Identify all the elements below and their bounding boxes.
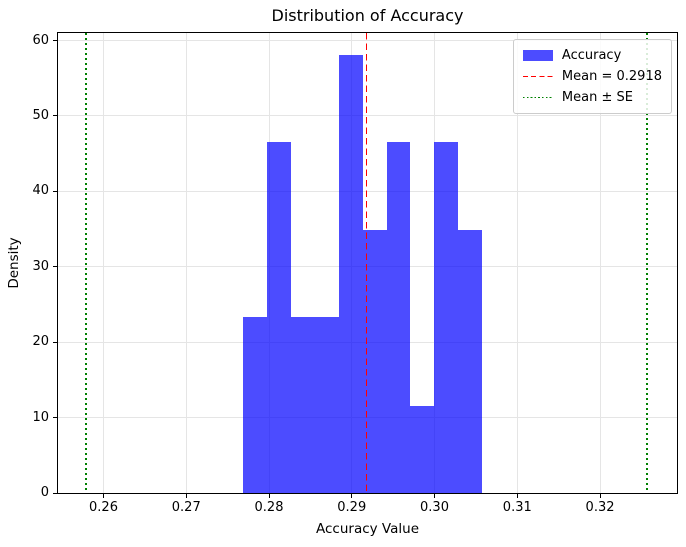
x-tick-label: 0.28: [254, 500, 284, 515]
x-tick-label: 0.26: [89, 500, 118, 515]
x-axis-label: Accuracy Value: [316, 521, 419, 537]
grid-line-vertical: [185, 33, 187, 493]
y-tick-label: 20: [32, 334, 49, 350]
se-line: [85, 33, 87, 493]
x-tick-mark: [516, 494, 518, 498]
legend-item-accuracy: Accuracy: [522, 45, 662, 66]
grid-line-vertical: [516, 33, 518, 493]
histogram-bar: [433, 142, 458, 493]
legend-label: Accuracy: [561, 48, 622, 63]
histogram-bar: [338, 54, 363, 493]
green-dotted-line-icon: [522, 96, 553, 99]
x-tick-mark: [434, 494, 436, 498]
y-tick-label: 50: [32, 107, 49, 123]
grid-line-horizontal: [58, 115, 677, 117]
x-tick-mark: [268, 494, 270, 498]
histogram-bar: [290, 317, 315, 493]
blue-patch-icon: [522, 50, 553, 61]
plot-area: Accuracy Mean = 0.2918 Mean ± SE 0.26 0.2…: [32, 32, 678, 515]
x-tick-mark: [351, 494, 353, 498]
histogram-bar: [267, 142, 291, 493]
y-tick-mark: [53, 341, 57, 343]
y-tick-mark: [53, 417, 57, 419]
y-tick-label: 10: [32, 409, 49, 425]
legend-label: Mean = 0.2918: [561, 69, 662, 84]
histogram-bar: [386, 142, 410, 493]
x-tick-label: 0.30: [420, 500, 449, 515]
legend-item-se: Mean ± SE: [522, 87, 662, 108]
legend: Accuracy Mean = 0.2918 Mean ± SE: [512, 39, 672, 114]
x-tick-mark: [103, 494, 104, 498]
x-tick-mark: [185, 494, 187, 498]
y-tick-mark: [53, 115, 57, 117]
y-tick-label: 40: [32, 183, 49, 199]
histogram-bar: [457, 229, 482, 493]
legend-item-mean: Mean = 0.2918: [522, 66, 662, 87]
x-tick-label: 0.29: [337, 500, 367, 515]
y-tick-mark: [53, 190, 57, 192]
se-line: [646, 33, 648, 493]
chart-title: Distribution of Accuracy: [271, 6, 464, 25]
grid-line-vertical: [103, 33, 104, 493]
histogram-bar: [409, 405, 434, 493]
x-tick-label: 0.32: [585, 500, 615, 515]
y-tick-mark: [53, 492, 57, 494]
y-tick-label: 0: [40, 485, 49, 500]
x-tick-mark: [599, 494, 601, 498]
grid-line-horizontal: [58, 190, 677, 192]
red-dashed-line-icon: [522, 75, 553, 78]
histogram-bar: [314, 317, 339, 493]
y-tick-mark: [53, 266, 57, 268]
y-tick-label: 60: [32, 32, 49, 48]
histogram-bar: [362, 229, 387, 493]
grid-line-vertical: [599, 33, 601, 493]
y-tick-label: 30: [32, 258, 49, 274]
y-tick-mark: [53, 40, 57, 42]
histogram-bar: [243, 317, 268, 493]
x-tick-label: 0.27: [171, 500, 201, 515]
x-tick-label: 0.31: [502, 500, 532, 515]
grid-line-horizontal: [58, 40, 677, 42]
mean-line: [365, 33, 368, 493]
legend-label: Mean ± SE: [561, 90, 633, 105]
